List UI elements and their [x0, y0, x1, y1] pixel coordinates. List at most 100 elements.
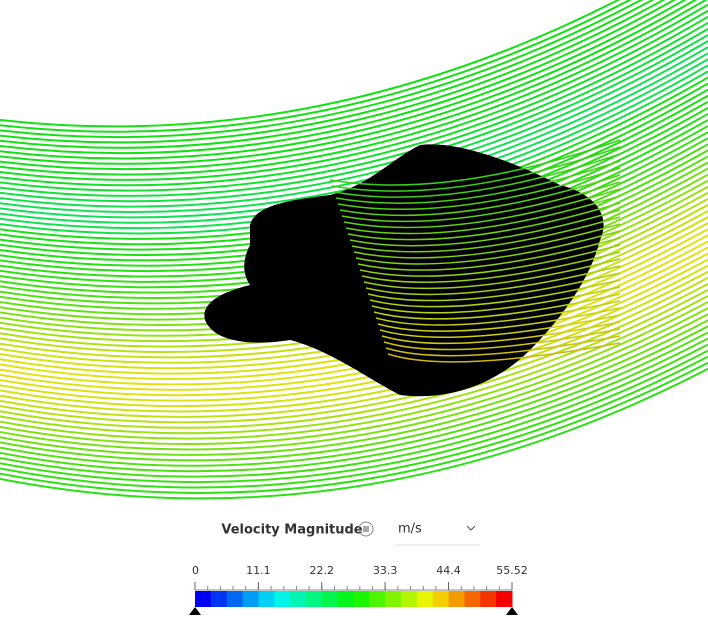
streamline — [381, 321, 621, 345]
streamline — [353, 223, 621, 259]
streamline — [0, 367, 708, 500]
streamline — [0, 349, 708, 484]
streamline — [361, 251, 621, 283]
streamline — [363, 258, 621, 290]
colorbar-segment — [274, 591, 291, 607]
colorbar-segment — [464, 591, 481, 607]
streamline — [331, 146, 621, 192]
streamline — [0, 0, 632, 133]
streamline — [375, 300, 621, 326]
streamline — [0, 307, 708, 446]
colorbar-segment — [305, 591, 323, 607]
streamline — [351, 216, 621, 253]
streamline — [0, 355, 708, 489]
unit-dropdown[interactable]: m/s — [395, 522, 480, 546]
legend-title: Velocity Magnitude — [221, 523, 362, 538]
chevron — [466, 525, 476, 531]
colorbar-segment — [401, 591, 418, 607]
streamline — [383, 328, 621, 351]
streamline — [0, 0, 666, 149]
streamline — [0, 34, 708, 203]
colorbar: 0 11.1 22.2 33.3 44.4 55.52 — [189, 564, 528, 615]
tick-label: 22.2 — [310, 564, 335, 577]
streamline — [0, 28, 708, 197]
streamline — [341, 181, 621, 223]
streamline — [0, 252, 708, 397]
streamline — [0, 337, 708, 473]
streamline — [0, 0, 687, 160]
streamline — [0, 313, 708, 451]
colorbar-segment — [432, 591, 450, 607]
streamline — [347, 202, 621, 241]
streamline — [0, 264, 708, 408]
streamline — [367, 272, 621, 302]
colorbar-segment — [480, 591, 497, 607]
tick-label: 55.52 — [496, 564, 528, 577]
range-handle[interactable] — [506, 607, 518, 615]
streamline — [0, 319, 708, 456]
streamline — [373, 293, 621, 320]
streamline — [0, 0, 708, 171]
menu-icon[interactable] — [358, 521, 374, 537]
streamline — [0, 3, 708, 176]
streamline — [0, 361, 708, 494]
streamline — [357, 237, 621, 271]
streamline — [0, 301, 708, 440]
streamline — [349, 209, 621, 247]
streamline — [0, 325, 708, 462]
streamline — [0, 276, 708, 418]
colorbar-segment — [385, 591, 402, 607]
range-handle[interactable] — [189, 607, 201, 615]
tick-label: 0 — [192, 564, 199, 577]
streamline — [345, 195, 621, 235]
streamline — [355, 230, 621, 265]
colorbar-segment — [337, 591, 354, 607]
streamline — [329, 139, 621, 186]
colorbar-segment — [226, 591, 244, 607]
streamline — [0, 0, 621, 128]
streamline — [0, 0, 655, 144]
streamline — [0, 270, 708, 413]
colorbar-segment — [210, 591, 228, 607]
streamline — [371, 286, 621, 314]
streamline — [0, 21, 708, 192]
streamline — [385, 335, 621, 357]
streamline — [379, 314, 621, 339]
menu-icon-lines — [363, 526, 369, 532]
streamline — [0, 331, 708, 467]
streamline — [387, 342, 621, 363]
streamline — [337, 167, 621, 210]
streamline — [0, 40, 708, 208]
streamline — [0, 258, 708, 402]
streamline — [335, 160, 621, 204]
streamline — [0, 0, 644, 139]
streamline — [0, 343, 708, 478]
colorbar-segment — [369, 591, 386, 607]
streamline — [333, 153, 621, 198]
streamline — [0, 15, 708, 187]
streamline — [0, 0, 676, 155]
colorbar-segment — [353, 591, 370, 607]
tick-label: 11.1 — [246, 564, 271, 577]
colorbar-segment — [448, 591, 465, 607]
streamline — [343, 188, 621, 229]
streamline — [359, 244, 621, 277]
streamline — [0, 295, 708, 435]
streamline — [0, 0, 698, 165]
colorbar-segment — [321, 591, 339, 607]
colorbar-segment — [242, 591, 259, 607]
colorbar-segment — [195, 591, 212, 607]
colorbar-segment — [258, 591, 275, 607]
streamline — [339, 174, 621, 217]
colorbar-segment — [416, 591, 434, 607]
streamline — [0, 9, 708, 181]
streamline — [369, 279, 621, 308]
streamlines-front — [329, 139, 621, 363]
streamline — [377, 307, 621, 332]
tick-label: 33.3 — [373, 564, 398, 577]
colorbar-segment — [290, 591, 307, 607]
tick-label: 44.4 — [436, 564, 461, 577]
streamline — [365, 265, 621, 296]
unit-label: m/s — [398, 522, 422, 537]
